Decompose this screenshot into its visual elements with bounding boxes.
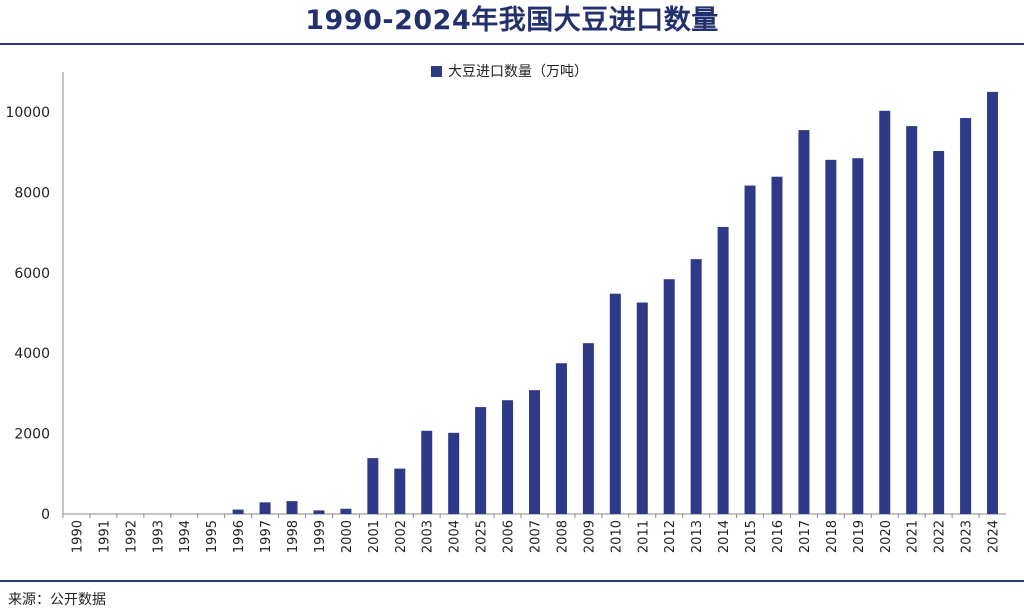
bar-2024 (987, 91, 999, 515)
x-tick-label: 1996 (232, 520, 247, 553)
x-axis-ticks: 1990 1991 1992 1993 1994 1995 1996 1997 1998 1999… (62, 514, 1002, 553)
bar-2001 (367, 458, 379, 514)
y-tick-label: 0 (41, 507, 50, 523)
bar-2003 (421, 430, 433, 514)
bar-2025 (475, 407, 487, 514)
legend: 大豆进口数量（万吨） (431, 61, 588, 81)
bar-2013 (690, 259, 702, 514)
x-tick-label: 2002 (394, 520, 409, 553)
x-tick-label: 2012 (663, 520, 678, 553)
x-tick-label: 2022 (933, 520, 948, 553)
x-tick-label: 1994 (178, 520, 193, 553)
x-tick-label: 2018 (825, 520, 840, 553)
title-divider (0, 43, 1024, 45)
x-tick-label: 1999 (313, 520, 328, 553)
bar-2011 (636, 302, 648, 514)
x-tick-label: 2024 (987, 520, 1002, 553)
bar-2002 (394, 468, 406, 514)
x-tick-label: 2007 (529, 520, 544, 553)
x-tick-label: 2016 (771, 520, 786, 553)
bar-1996 (232, 509, 244, 514)
footer-divider (0, 580, 1024, 582)
source-note: 来源：公开数据 (8, 592, 106, 608)
bar-2007 (529, 390, 540, 514)
x-tick-label: 2006 (502, 520, 517, 553)
bar-2006 (502, 400, 514, 514)
x-tick-label: 1997 (259, 520, 274, 553)
x-tick-label: 1992 (124, 520, 139, 553)
bar-2012 (663, 279, 675, 514)
bar-2000 (340, 508, 352, 514)
bar-2010 (609, 293, 621, 514)
bars (232, 91, 999, 515)
bar-2014 (717, 226, 729, 515)
bar-2019 (852, 158, 864, 515)
bar-1999 (313, 510, 325, 514)
x-tick-label: 2013 (690, 520, 705, 553)
bar-2015 (744, 185, 756, 515)
bar-2018 (825, 159, 837, 514)
x-tick-label: 1993 (151, 520, 166, 553)
x-tick-label: 2004 (448, 520, 463, 553)
bar-2004 (448, 432, 460, 514)
x-tick-label: 2011 (636, 520, 651, 553)
bar-2022 (933, 150, 945, 514)
x-tick-label: 2014 (717, 520, 732, 553)
x-tick-label: 2000 (340, 520, 355, 553)
x-tick-label: 2009 (582, 520, 597, 553)
legend-swatch (431, 65, 442, 77)
y-tick-label: 10000 (5, 105, 50, 121)
x-tick-label: 2025 (475, 520, 490, 553)
y-tick-label: 6000 (14, 266, 50, 282)
y-tick-label: 4000 (14, 346, 50, 362)
x-tick-label: 1991 (97, 520, 112, 553)
x-tick-label: 2019 (852, 520, 867, 553)
bar-2020 (879, 110, 891, 514)
bar-2008 (555, 363, 567, 514)
x-tick-label: 2008 (555, 520, 570, 553)
x-tick-label: 1998 (286, 520, 301, 553)
bar-1998 (286, 501, 298, 514)
x-tick-label: 2023 (960, 520, 975, 553)
bar-2009 (582, 343, 594, 514)
x-tick-label: 2021 (906, 520, 921, 553)
y-tick-label: 8000 (14, 185, 50, 201)
x-tick-label: 2001 (367, 520, 382, 553)
legend-label: 大豆进口数量（万吨） (448, 64, 588, 80)
bar-2017 (798, 130, 810, 514)
bar-2021 (906, 126, 918, 514)
x-tick-label: 2015 (744, 520, 759, 553)
x-tick-label: 1995 (205, 520, 220, 553)
chart-title: 1990-2024年我国大豆进口数量 (305, 5, 719, 36)
x-tick-label: 1990 (70, 520, 85, 553)
x-tick-label: 2010 (609, 520, 624, 553)
x-tick-label: 2020 (879, 520, 894, 553)
y-tick-label: 2000 (14, 427, 50, 443)
bar-2016 (771, 176, 783, 515)
bar-1997 (259, 502, 271, 514)
y-axis-ticks: 0 2000 4000 6000 8000 10000 (5, 105, 50, 523)
x-tick-label: 2003 (421, 520, 436, 553)
bar-2023 (960, 118, 972, 514)
x-tick-label: 2017 (798, 520, 813, 553)
